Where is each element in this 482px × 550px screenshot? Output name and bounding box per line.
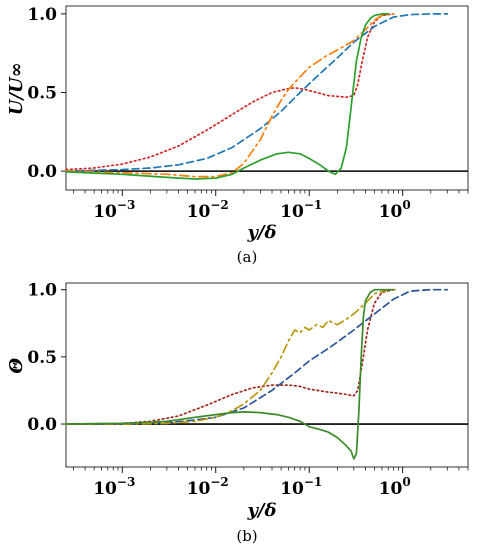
x-tick-label: 10−2	[187, 475, 229, 499]
x-tick-base: 10	[379, 479, 403, 499]
x-tick-exponent: −3	[117, 475, 135, 489]
series-line-solid	[65, 13, 390, 180]
x-axis-label: y/δ	[246, 500, 276, 521]
panel-caption: (b)	[236, 527, 257, 545]
x-tick-label: 10−1	[280, 475, 322, 499]
x-tick-base: 10	[93, 202, 117, 222]
x-tick-label: 10−2	[187, 198, 229, 222]
x-tick-base: 10	[280, 479, 304, 499]
x-tick-exponent: 0	[402, 475, 410, 489]
x-tick-base: 10	[187, 479, 211, 499]
x-tick-base: 10	[93, 479, 117, 499]
x-tick-label: 10−3	[93, 198, 135, 222]
series-line-dotted	[65, 13, 395, 171]
y-axis-label: Θ	[6, 358, 27, 374]
x-tick-label: 100	[379, 475, 411, 499]
x-axis-label: y/δ	[246, 222, 276, 243]
series-line-dashdot	[65, 288, 400, 425]
y-tick-label: 0.0	[27, 162, 57, 182]
plot-frame	[65, 282, 469, 468]
y-tick-label: 1.0	[27, 5, 57, 25]
x-tick-exponent: −2	[210, 475, 228, 489]
x-tick-exponent: −1	[304, 475, 322, 489]
series-line-dashed	[65, 13, 449, 172]
x-tick-exponent: −2	[210, 198, 228, 212]
x-tick-exponent: 0	[402, 198, 410, 212]
y-tick-label: 0.5	[27, 348, 57, 368]
y-axis-label: U/U∞	[6, 62, 27, 115]
x-tick-label: 10−3	[93, 475, 135, 499]
y-tick-label: 1.0	[27, 281, 57, 301]
series-line-dashed	[65, 288, 449, 425]
plot-frame	[65, 5, 469, 191]
x-tick-base: 10	[280, 202, 304, 222]
y-tick-label: 0.5	[27, 83, 57, 103]
x-tick-label: 10−1	[280, 198, 322, 222]
x-tick-exponent: −1	[304, 198, 322, 212]
x-tick-base: 10	[187, 202, 211, 222]
x-tick-label: 100	[379, 198, 411, 222]
x-tick-exponent: −3	[117, 198, 135, 212]
series-line-solid	[65, 288, 395, 460]
x-tick-base: 10	[379, 202, 403, 222]
panel-caption: (a)	[237, 248, 258, 266]
y-tick-label: 0.0	[27, 415, 57, 435]
series-line-dotted	[65, 288, 395, 425]
